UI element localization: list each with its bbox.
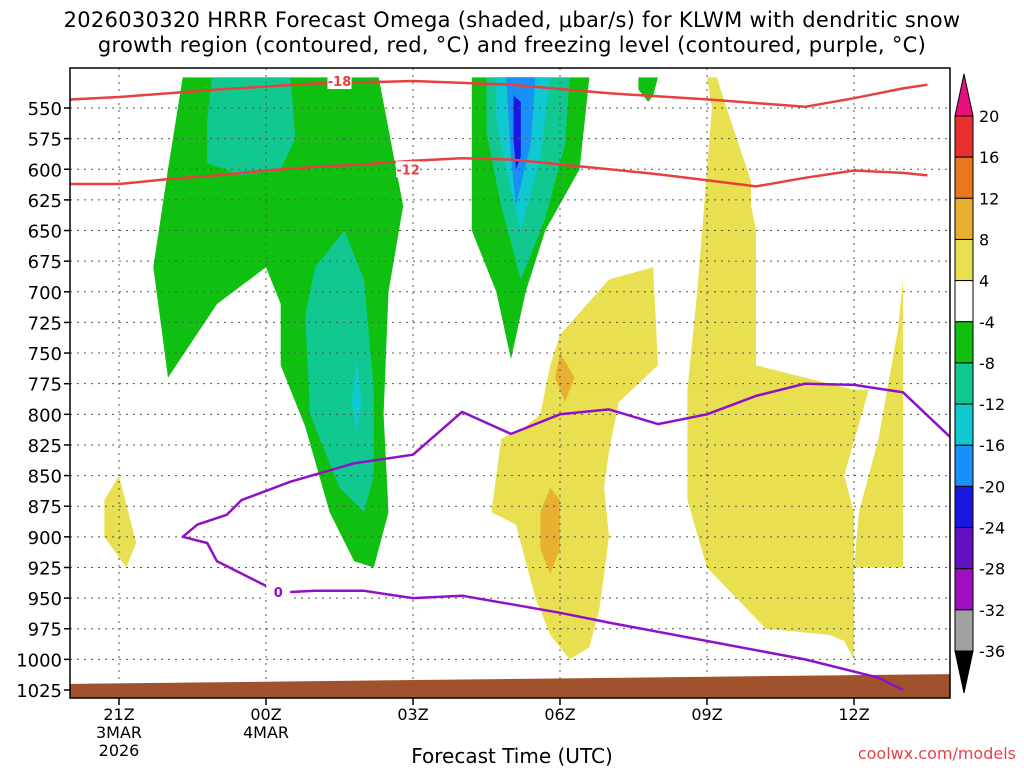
colorbar-label: -4 [979, 313, 995, 332]
dgz-minus18-label: -18 [328, 75, 352, 90]
y-tick-label: 850 [28, 467, 62, 488]
x-tick-label: 09Z [691, 705, 722, 724]
colorbar-box [954, 156, 974, 199]
y-tick-label: 750 [28, 344, 62, 365]
colorbar-box [954, 485, 974, 529]
dgz-minus12-label-bg [396, 161, 421, 178]
colorbar-box [954, 115, 974, 158]
x-tick-sublabel: 3MAR [96, 723, 142, 742]
dgz-minus12-line [70, 156, 928, 188]
y-tick-label: 725 [28, 313, 62, 334]
freezing-level-0C-line [181, 382, 950, 692]
colorbar-label: -36 [979, 642, 1005, 661]
colorbar-top-arrow [954, 73, 974, 117]
y-tick-label: 975 [28, 620, 62, 641]
colorbar-box [954, 527, 974, 570]
omega-teal-upper-left [207, 77, 296, 176]
credit-link[interactable]: coolwx.com/models [857, 744, 1016, 763]
omega-navy-upper-mid [513, 95, 521, 170]
colorbar-box [954, 280, 974, 323]
x-tick-label: 03Z [397, 705, 428, 724]
dgz-minus18-label-bg [327, 73, 352, 90]
y-tick-label: 575 [28, 130, 62, 151]
colorbar-box [954, 197, 974, 240]
colorbar: 20 16 12 8 4 -4 -8 -12 -16 -20 -24 -28 -32 -36 [954, 73, 1005, 694]
x-axis-title: Forecast Time (UTC) [411, 744, 613, 768]
omega-yellow-right [687, 77, 869, 660]
omega-yellow-far-right [854, 279, 903, 568]
colorbar-box [954, 609, 974, 652]
y-tick-label: 1000 [16, 650, 62, 671]
colorbar-box [954, 238, 974, 282]
colorbar-label: 16 [979, 148, 999, 167]
omega-cyan-lower-left [351, 359, 362, 433]
y-tick-label: 950 [28, 589, 62, 610]
y-tick-label: 625 [28, 191, 62, 212]
omega-shading [104, 77, 903, 660]
colorbar-box [954, 321, 974, 364]
colorbar-label: -16 [979, 436, 1005, 455]
omega-orange-mid-lower [540, 487, 560, 574]
x-tick-label: 00Z [250, 705, 281, 724]
colorbar-label: -20 [979, 477, 1005, 496]
dgz-minus12-label: -12 [396, 163, 420, 178]
x-tick-sublabel: 2026 [99, 741, 140, 760]
x-tick-sublabel: 4MAR [243, 723, 289, 742]
y-tick-label: 700 [28, 283, 62, 304]
y-tick-label: 825 [28, 436, 62, 457]
y-tick-label: 900 [28, 528, 62, 549]
y-tick-label: 550 [28, 99, 62, 120]
colorbar-label: 4 [979, 272, 989, 291]
y-tick-label: 650 [28, 222, 62, 243]
y-tick-label: 925 [28, 558, 62, 579]
chart-title-line1: 2026030320 HRRR Forecast Omega (shaded, … [63, 8, 961, 32]
colorbar-label: -32 [979, 601, 1005, 620]
y-tick-label: 800 [28, 405, 62, 426]
colorbar-label: -8 [979, 354, 995, 373]
y-tick-label: 775 [28, 375, 62, 396]
omega-teal-lower-left [305, 230, 374, 513]
x-tick-label: 21Z [103, 705, 134, 724]
omega-orange-mid-upper [555, 353, 575, 403]
omega-yellow-small-left [104, 475, 137, 568]
x-tick-label: 06Z [544, 705, 575, 724]
freezing-level-0C-label-bg [266, 583, 291, 600]
y-axis: 550 575 600 625 650 675 700 725 750 775 800 825 850 8… [16, 99, 70, 702]
y-tick-label: 875 [28, 497, 62, 518]
colorbar-label: 12 [979, 189, 999, 208]
omega-yellow-mid [491, 267, 658, 660]
y-tick-label: 675 [28, 252, 62, 273]
omega-green-top-small [638, 77, 658, 102]
colorbar-box [954, 403, 974, 446]
freezing-level-0C-label: 0 [274, 586, 283, 601]
colorbar-label: 8 [979, 230, 989, 249]
ground-fill [70, 674, 950, 698]
y-tick-label: 1025 [16, 681, 62, 702]
colorbar-label: -28 [979, 560, 1005, 579]
colorbar-label: -12 [979, 395, 1005, 414]
ground-layer [70, 674, 950, 698]
dgz-minus18-line [70, 79, 928, 109]
chart-title-line2: growth region (contoured, red, °C) and f… [97, 33, 927, 57]
x-tick-label: 12Z [838, 705, 869, 724]
colorbar-label: 20 [979, 107, 999, 126]
contours: -18 -12 0 [70, 73, 950, 692]
colorbar-bottom-arrow [954, 650, 974, 694]
y-tick-label: 600 [28, 160, 62, 181]
colorbar-box [954, 362, 974, 405]
colorbar-box [954, 568, 974, 611]
colorbar-label: -24 [979, 519, 1005, 538]
colorbar-box [954, 444, 974, 487]
